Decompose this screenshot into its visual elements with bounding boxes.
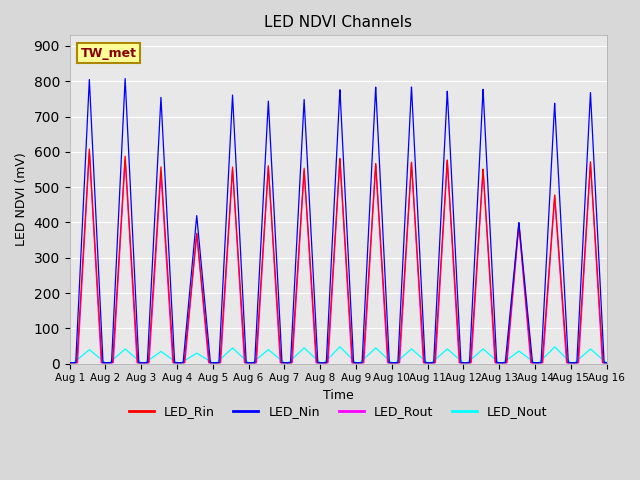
Y-axis label: LED NDVI (mV): LED NDVI (mV) bbox=[15, 153, 28, 246]
X-axis label: Time: Time bbox=[323, 389, 353, 402]
Legend: LED_Rin, LED_Nin, LED_Rout, LED_Nout: LED_Rin, LED_Nin, LED_Rout, LED_Nout bbox=[124, 400, 552, 423]
Text: TW_met: TW_met bbox=[81, 47, 136, 60]
Title: LED NDVI Channels: LED NDVI Channels bbox=[264, 15, 412, 30]
